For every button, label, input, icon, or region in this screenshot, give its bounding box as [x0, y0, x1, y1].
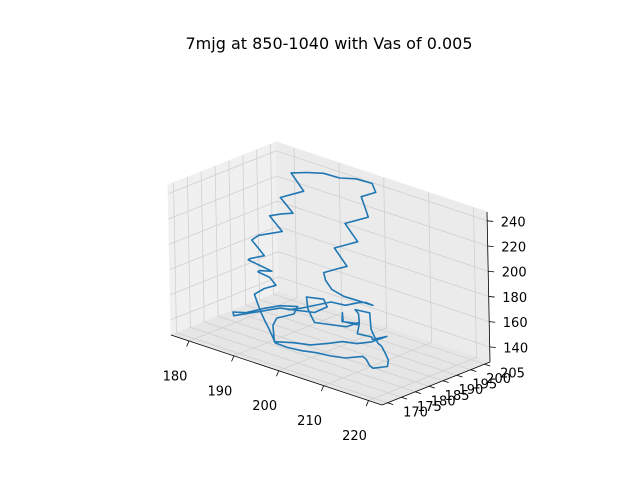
y-gridline: [270, 144, 485, 365]
y-tick: [428, 385, 435, 389]
y-tick-label: 180: [431, 394, 456, 409]
y-gridline: [200, 171, 416, 393]
tick-marks: [186, 220, 496, 407]
x-tick: [276, 370, 280, 377]
y-tick-label: 175: [417, 400, 442, 415]
x-tick: [320, 385, 325, 392]
y-gridline: [187, 177, 402, 398]
x-axis-line: [170, 334, 383, 406]
x-tick: [231, 355, 235, 362]
y-tick: [387, 402, 394, 405]
z-tick-label: 220: [501, 241, 526, 256]
y-tick: [415, 391, 422, 394]
z-tick: [489, 321, 496, 323]
y-tick-label: 205: [500, 367, 525, 382]
x-tick-label: 200: [252, 399, 277, 414]
x-gridline: [368, 207, 477, 401]
x-tick: [186, 340, 190, 347]
y-tick-label: 190: [458, 383, 483, 398]
z-gridline: [169, 200, 489, 272]
y-gridline: [214, 166, 430, 387]
y-tick-label: 185: [445, 389, 470, 404]
y-tick: [442, 380, 449, 383]
z-tick-label: 180: [502, 291, 527, 306]
z-tick-label: 240: [501, 215, 526, 230]
z-tick: [488, 296, 495, 298]
x-gridline: [323, 192, 433, 386]
x-tick-label: 220: [342, 429, 367, 444]
y-tick-label: 170: [403, 405, 428, 420]
z-gridline: [168, 175, 488, 247]
axis-panes: [167, 141, 492, 406]
y-gridline: [256, 149, 471, 371]
series-line: [232, 171, 390, 370]
z-tick: [487, 245, 494, 248]
z-tick-label: 200: [502, 266, 527, 281]
axis-lines: [170, 211, 491, 406]
x-tick-label: 190: [207, 384, 232, 399]
x-tick-label: 210: [297, 414, 322, 429]
y-gridline: [228, 160, 444, 382]
z-tick: [489, 346, 496, 348]
z-axis-line: [486, 211, 491, 363]
x-tick: [365, 400, 369, 407]
series-layer: [232, 171, 390, 370]
x-gridline: [188, 147, 298, 342]
z-tick: [488, 270, 495, 273]
tick-labels: 1801902002102201701751801851901952002051…: [163, 215, 529, 444]
y-tick: [484, 363, 491, 367]
y-tick-label: 200: [486, 372, 511, 387]
z-tick-label: 140: [503, 341, 528, 356]
y-tick: [401, 396, 408, 400]
x-tick-label: 180: [163, 370, 188, 385]
z-gridline: [168, 150, 488, 222]
x-gridline: [278, 177, 388, 372]
y-tick: [470, 369, 477, 372]
y-gridline: [242, 155, 457, 376]
z-tick-label: 160: [503, 316, 528, 331]
z-tick: [487, 220, 494, 222]
y-tick-label: 195: [472, 378, 497, 393]
y-tick: [456, 374, 463, 378]
y-axis-line: [381, 361, 491, 406]
y-gridline: [173, 182, 388, 404]
z-gridline: [170, 276, 490, 348]
chart-title: 7mjg at 850-1040 with Vas of 0.005: [185, 34, 472, 53]
z-gridline: [170, 251, 490, 323]
